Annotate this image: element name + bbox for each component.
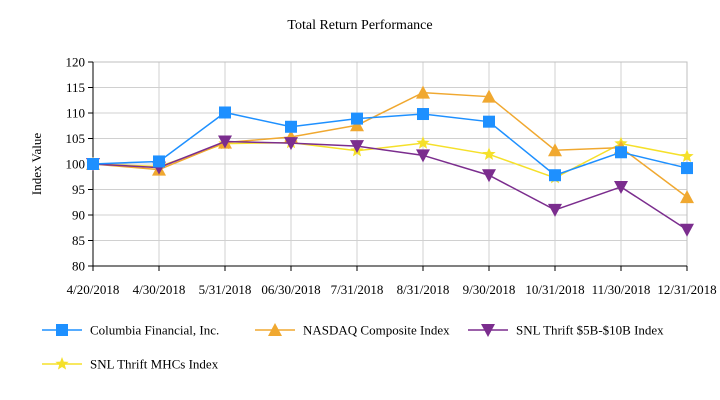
series-1 xyxy=(87,106,693,182)
data-point xyxy=(218,135,232,149)
data-point xyxy=(350,118,364,132)
data-point xyxy=(614,180,628,194)
x-tick-label: 12/31/2018 xyxy=(657,282,716,297)
y-tick-label: 95 xyxy=(72,182,85,197)
data-point xyxy=(285,120,297,133)
legend: Columbia Financial, Inc. NASDAQ Composite… xyxy=(42,323,664,372)
series-line xyxy=(92,91,688,198)
y-axis-label: Index Value xyxy=(29,133,44,195)
legend-label: SNL Thrift MHCs Index xyxy=(90,357,219,372)
data-point xyxy=(87,158,99,170)
y-tick-label: 120 xyxy=(66,55,86,70)
data-point xyxy=(416,149,430,163)
x-tick-label: 7/31/2018 xyxy=(331,282,384,297)
data-point xyxy=(680,190,694,204)
y-tick-label: 90 xyxy=(72,208,85,223)
y-tick-label: 100 xyxy=(66,157,86,172)
data-point xyxy=(615,146,627,159)
legend-item: SNL Thrift MHCs Index xyxy=(42,357,219,372)
x-tick-label: 4/30/2018 xyxy=(133,282,186,297)
data-point xyxy=(153,155,165,168)
y-tick-label: 105 xyxy=(66,131,86,146)
data-point xyxy=(417,108,429,121)
series-line xyxy=(92,140,688,231)
x-tick-label: 10/31/2018 xyxy=(525,282,584,297)
x-tick-label: 5/31/2018 xyxy=(199,282,252,297)
legend-item: NASDAQ Composite Index xyxy=(255,323,450,338)
series-line xyxy=(92,111,688,177)
y-tick-label: 85 xyxy=(72,233,85,248)
legend-label: Columbia Financial, Inc. xyxy=(90,323,219,338)
y-tick-label: 80 xyxy=(72,259,85,274)
data-point xyxy=(680,149,694,163)
series-group xyxy=(86,85,694,237)
data-point xyxy=(482,89,496,103)
data-point xyxy=(482,169,496,183)
legend-item: SNL Thrift $5B-$10B Index xyxy=(468,323,664,338)
legend-marker xyxy=(55,357,69,370)
data-point xyxy=(548,143,562,157)
data-point xyxy=(482,147,496,160)
data-point xyxy=(680,223,694,237)
data-point xyxy=(549,169,561,182)
data-point xyxy=(219,106,231,119)
legend-marker xyxy=(268,323,282,336)
legend-label: SNL Thrift $5B-$10B Index xyxy=(516,323,664,338)
series-2 xyxy=(86,85,694,204)
y-tick-label: 115 xyxy=(66,80,85,95)
x-tick-label: 8/31/2018 xyxy=(397,282,450,297)
legend-marker xyxy=(56,324,68,336)
x-axis-ticks: 4/20/2018 4/30/2018 5/31/2018 06/30/2018 7/3… xyxy=(67,265,717,297)
series-3 xyxy=(86,135,694,237)
legend-item: Columbia Financial, Inc. xyxy=(42,323,219,338)
x-tick-label: 06/30/2018 xyxy=(261,282,320,297)
legend-marker xyxy=(481,324,495,337)
grid xyxy=(92,61,688,267)
data-point xyxy=(681,162,693,175)
y-tick-label: 110 xyxy=(66,106,85,121)
data-point xyxy=(351,112,363,125)
x-tick-label: 9/30/2018 xyxy=(463,282,516,297)
data-point xyxy=(284,137,298,151)
x-tick-label: 11/30/2018 xyxy=(592,282,651,297)
x-tick-label: 4/20/2018 xyxy=(67,282,120,297)
data-point xyxy=(483,115,495,128)
data-point xyxy=(350,140,364,154)
chart-title: Total Return Performance xyxy=(287,18,432,33)
data-point xyxy=(548,203,562,217)
data-point xyxy=(416,136,430,149)
data-point xyxy=(416,85,430,99)
legend-label: NASDAQ Composite Index xyxy=(303,323,450,338)
